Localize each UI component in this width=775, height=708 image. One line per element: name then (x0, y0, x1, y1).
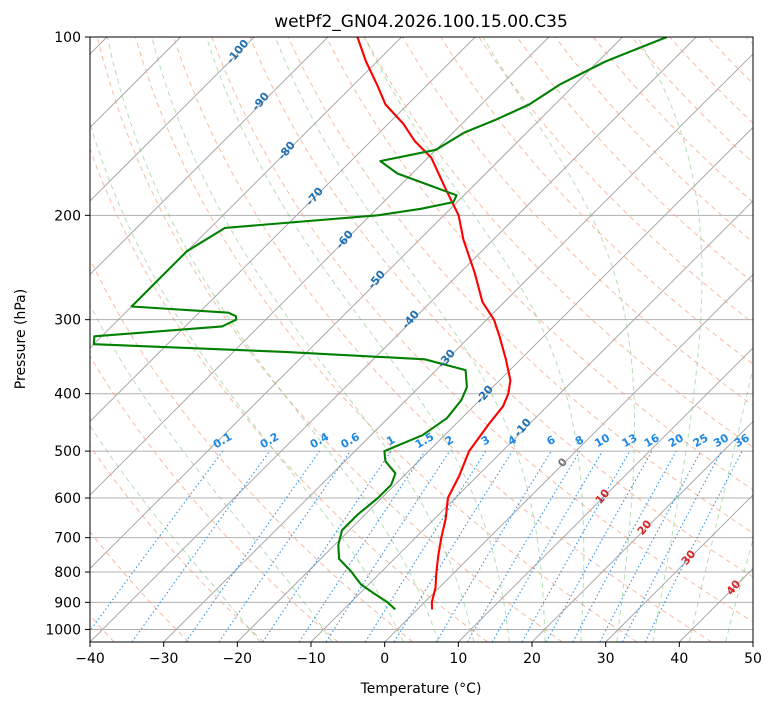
mixing-ratio-line (521, 450, 631, 642)
dry-adiabat (90, 530, 190, 642)
moist-adiabat (205, 37, 510, 642)
dry-adiabat (287, 37, 753, 534)
x-tick-label: 30 (597, 651, 615, 667)
temperature-profile-line (356, 37, 512, 610)
x-axis-label: Temperature (°C) (360, 681, 482, 697)
mixing-ratio-line (572, 450, 677, 642)
dry-adiabat (516, 37, 753, 284)
dry-adiabat (90, 147, 488, 642)
y-axis-label: Pressure (hPa) (13, 289, 29, 389)
x-tick-label: −20 (223, 651, 253, 667)
isotherm-line (90, 37, 255, 202)
dry-adiabat (440, 37, 753, 365)
dry-adiabat (402, 37, 753, 406)
moist-adiabat (274, 37, 546, 642)
mixing-ratio-line (644, 450, 743, 642)
y-tick-label: 500 (54, 444, 81, 460)
x-tick-label: −40 (75, 651, 105, 667)
isotherm-line (90, 37, 402, 349)
dry-adiabat (134, 37, 638, 642)
moist-adiabat (90, 424, 261, 642)
x-tick-label: 40 (670, 651, 688, 667)
isotherm-line (163, 53, 753, 642)
moist-adiabat (106, 37, 440, 642)
mixing-ratio-line (218, 450, 351, 642)
plot-frame (89, 36, 754, 643)
x-tick-label: 50 (744, 651, 762, 667)
x-tick-label: −30 (149, 651, 179, 667)
isotherm-line (531, 420, 753, 642)
mixing-ratio-line (325, 450, 451, 642)
isotherm-line (90, 37, 550, 496)
y-tick-label: 800 (54, 565, 81, 581)
dry-adiabat (96, 37, 563, 642)
isotherm-line (384, 273, 753, 642)
isotherm-line (457, 347, 753, 642)
isotherm-line (605, 494, 753, 642)
y-tick-label: 1000 (45, 622, 81, 638)
chart-title: wetPf2_GN04.2026.100.15.00.C35 (274, 12, 568, 32)
y-tick-label: 600 (54, 491, 81, 507)
mixing-ratio-line (364, 450, 487, 642)
y-tick-label: 200 (54, 208, 81, 224)
mixing-ratio-line (90, 450, 224, 632)
y-tick-label: 300 (54, 313, 81, 329)
mixing-ratio-line (298, 450, 426, 642)
dry-adiabat (90, 355, 339, 642)
mixing-ratio-line (185, 450, 321, 642)
dry-adiabat (173, 37, 712, 642)
y-tick-label: 100 (54, 30, 81, 46)
dewpoint-profile-line (92, 37, 668, 611)
mixing-ratio-line (393, 450, 513, 642)
dry-adiabat (90, 258, 414, 642)
y-tick-label: 700 (54, 531, 81, 547)
x-tick-label: −10 (296, 651, 326, 667)
x-tick-label: 0 (380, 651, 389, 667)
background-lines (90, 37, 753, 642)
dry-adiabat (90, 445, 264, 642)
isotherm-line (90, 37, 329, 276)
dry-adiabat (211, 37, 753, 623)
isotherm-line (90, 37, 697, 642)
isotherm-line (90, 37, 623, 570)
mixing-ratio-line (262, 450, 392, 642)
x-tick-label: 10 (449, 651, 467, 667)
moist-adiabat (482, 37, 635, 642)
mixing-ratio-line (131, 450, 271, 642)
moist-adiabat (363, 37, 585, 642)
axes: −40 −30 −20 −10 0 10 20 30 40 50 100 200 300 400 500 60… (45, 30, 762, 667)
series-layer (92, 37, 668, 611)
y-tick-label: 400 (54, 387, 81, 403)
moist-adiabat (637, 37, 703, 642)
y-tick-label: 900 (54, 595, 81, 611)
mixing-ratio-line (545, 450, 653, 642)
dry-adiabat (249, 37, 753, 578)
isotherm-line (90, 37, 476, 423)
x-tick-label: 20 (523, 651, 541, 667)
